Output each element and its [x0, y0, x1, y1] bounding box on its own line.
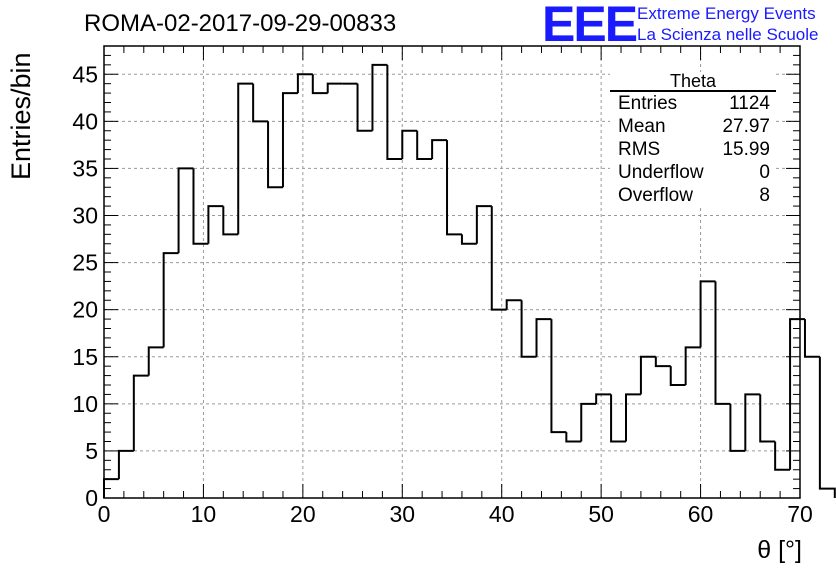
histogram-bin: [147, 346, 164, 376]
histogram-bin: [625, 393, 641, 442]
histogram-bin: [386, 64, 403, 160]
x-tick-label: 10: [191, 501, 217, 527]
histogram-bin: [162, 252, 179, 348]
y-axis-label: Entries/bin: [6, 52, 36, 180]
x-tick-label: 40: [489, 501, 515, 527]
x-tick-label: 70: [787, 501, 813, 527]
stats-row-rms: RMS 15.99: [610, 138, 776, 161]
histogram-bin: [281, 92, 298, 188]
histogram-bin: [774, 441, 791, 471]
histogram-bin: [222, 206, 239, 236]
histogram-bin: [475, 205, 492, 244]
histogram-bin: [401, 129, 418, 159]
histogram-bin: [535, 318, 552, 357]
histogram-bin: [267, 121, 283, 189]
stats-label: Mean: [618, 116, 666, 137]
histogram-bin: [237, 82, 254, 235]
histogram-bin: [356, 83, 373, 132]
histogram-bin: [505, 299, 522, 310]
y-tick-label: 40: [72, 108, 98, 134]
eee-logo: EEE: [542, 0, 638, 52]
histogram-bin: [416, 130, 433, 160]
histogram-bin: [714, 281, 731, 405]
stats-value: 1124: [729, 93, 770, 114]
stats-row-underflow: Underflow 0: [610, 161, 776, 184]
stats-value: 0: [759, 162, 770, 183]
plot-frame: [103, 45, 801, 499]
histogram-bin: [490, 206, 507, 311]
histogram-bin: [446, 140, 462, 236]
y-tick-label: 20: [72, 297, 98, 323]
logo-subtitle-line2: La Scienza nelle Scuole: [637, 25, 819, 44]
histogram-bin: [759, 394, 776, 443]
histogram-bin: [654, 356, 671, 368]
histogram-bin: [610, 394, 626, 443]
histogram-bin: [818, 356, 836, 498]
histogram-bin: [669, 366, 686, 386]
histogram-bin: [803, 319, 820, 358]
y-tick-label: 35: [72, 155, 98, 181]
y-tick-label: 30: [72, 203, 98, 229]
histogram-bin: [326, 82, 343, 94]
stats-row-entries: Entries 1124: [610, 92, 776, 115]
stats-row-overflow: Overflow 8: [610, 184, 776, 207]
x-tick-label: 50: [588, 501, 614, 527]
y-tick-label: 10: [72, 391, 98, 417]
stats-title: Theta: [610, 72, 776, 92]
x-tick-label: 20: [290, 501, 316, 527]
y-tick-label: 5: [85, 438, 98, 464]
stats-value: 27.97: [722, 116, 770, 137]
stats-label: Entries: [618, 93, 678, 114]
histogram-bin: [252, 83, 269, 123]
y-tick-label: 15: [72, 344, 98, 370]
histogram-bin: [565, 432, 582, 443]
stats-label: Underflow: [618, 162, 704, 183]
y-tick-label: 25: [72, 250, 98, 276]
histogram-bin: [311, 74, 328, 95]
histogram-bin: [729, 403, 746, 452]
histogram-bin: [371, 63, 388, 131]
stats-value: 8: [759, 185, 770, 206]
stats-box: Theta Entries 1124 Mean 27.97 RMS 15.99 …: [610, 72, 776, 207]
histogram-bin: [744, 393, 761, 451]
x-tick-label: 0: [98, 501, 111, 527]
histogram-bin: [550, 319, 567, 434]
histogram-bin: [431, 139, 448, 159]
histogram-bin: [699, 280, 716, 348]
histogram-bin: [177, 167, 194, 254]
histogram-bin: [684, 346, 701, 385]
run-title: ROMA-02-2017-09-29-00833: [84, 10, 397, 37]
histogram-bin: [520, 300, 537, 358]
y-tick-label: 45: [72, 61, 98, 87]
stats-label: Overflow: [618, 185, 693, 206]
x-tick-label: 60: [688, 501, 714, 527]
histogram-bin: [460, 234, 477, 245]
histogram-bin: [580, 402, 597, 442]
histogram-bin: [639, 355, 656, 395]
histogram-bin: [132, 374, 149, 451]
histogram-bin: [296, 73, 313, 94]
x-tick-label: 30: [389, 501, 415, 527]
histogram-bin: [117, 449, 134, 480]
stats-row-mean: Mean 27.97: [610, 115, 776, 138]
histogram-bin: [595, 393, 612, 404]
logo-subtitle-line1: Extreme Energy Events: [637, 4, 816, 23]
histogram-bin: [207, 205, 224, 244]
x-axis-label: θ [°]: [757, 536, 802, 564]
stats-value: 15.99: [722, 139, 770, 160]
y-tick-label: 0: [85, 485, 98, 511]
stats-label: RMS: [618, 139, 661, 160]
histogram-bin: [192, 168, 209, 245]
